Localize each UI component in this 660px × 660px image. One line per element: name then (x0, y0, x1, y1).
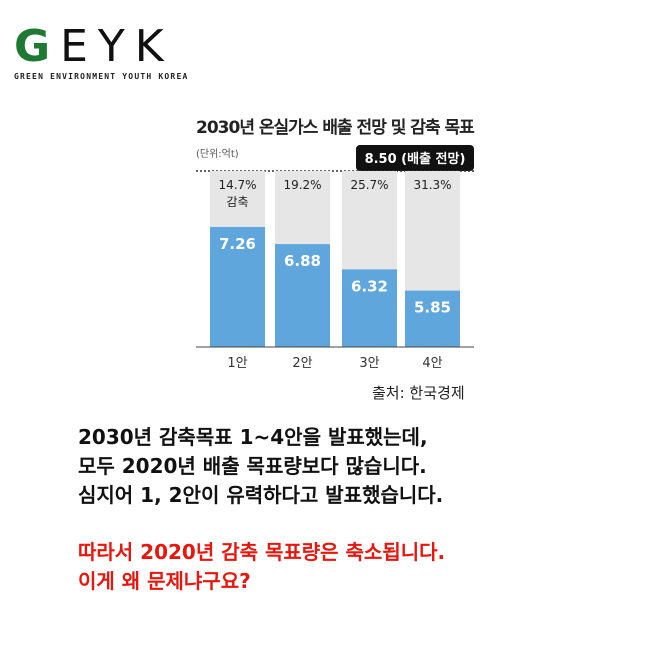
category-label: 3안 (359, 356, 379, 371)
logo: GEYK GREEN ENVIRONMENT YOUTH KOREA (14, 21, 189, 82)
category-label: 4안 (422, 356, 442, 371)
category-label: 2안 (292, 356, 312, 371)
logo-letters: EYK (60, 21, 174, 72)
body-text: 2030년 감축목표 1~4안을 발표했는데, 모두 2020년 배출 목표량보… (78, 423, 443, 510)
reduction-suffix: 감축 (226, 195, 248, 209)
reduction-label: 25.7% (350, 178, 388, 192)
reference-badge (356, 145, 474, 171)
text-line: 따라서 2020년 감축 목표량은 축소됩니다. (78, 540, 446, 564)
reduction-label: 31.3% (413, 178, 451, 192)
value-label: 6.88 (284, 252, 321, 270)
logo-subtitle: GREEN ENVIRONMENT YOUTH KOREA (14, 72, 189, 81)
bar (275, 244, 330, 347)
bar (342, 269, 397, 347)
text-line: 이게 왜 문제냐구요? (78, 569, 251, 593)
chart-title: 2030년 온실가스 배출 전망 및 감축 목표 (196, 118, 475, 138)
reduction-label: 19.2% (283, 178, 321, 192)
source: 출처: 한국경제 (372, 384, 465, 402)
text-line: 심지어 1, 2안이 유력하다고 발표했습니다. (78, 483, 444, 507)
category-label: 1안 (227, 356, 247, 371)
text-line: 모두 2020년 배출 목표량보다 많습니다. (78, 454, 427, 478)
value-label: 6.32 (351, 277, 388, 295)
text-line: 2030년 감축목표 1~4안을 발표했는데, (78, 425, 428, 449)
highlight-text: 따라서 2020년 감축 목표량은 축소됩니다. 이게 왜 문제냐구요? (78, 538, 445, 596)
value-label: 5.85 (414, 299, 451, 317)
reference-label: 8.50 (배출 전망) (365, 151, 466, 167)
value-label: 7.26 (219, 235, 256, 253)
logo-letter-g: G (14, 21, 61, 72)
reduction-label: 14.7% (218, 178, 256, 192)
bar (405, 290, 460, 347)
chart: 2030년 온실가스 배출 전망 및 감축 목표 (단위:억t) 8.50 (배출 … (196, 118, 476, 371)
bar (210, 226, 265, 347)
unit-label: (단위:억t) (196, 147, 239, 160)
